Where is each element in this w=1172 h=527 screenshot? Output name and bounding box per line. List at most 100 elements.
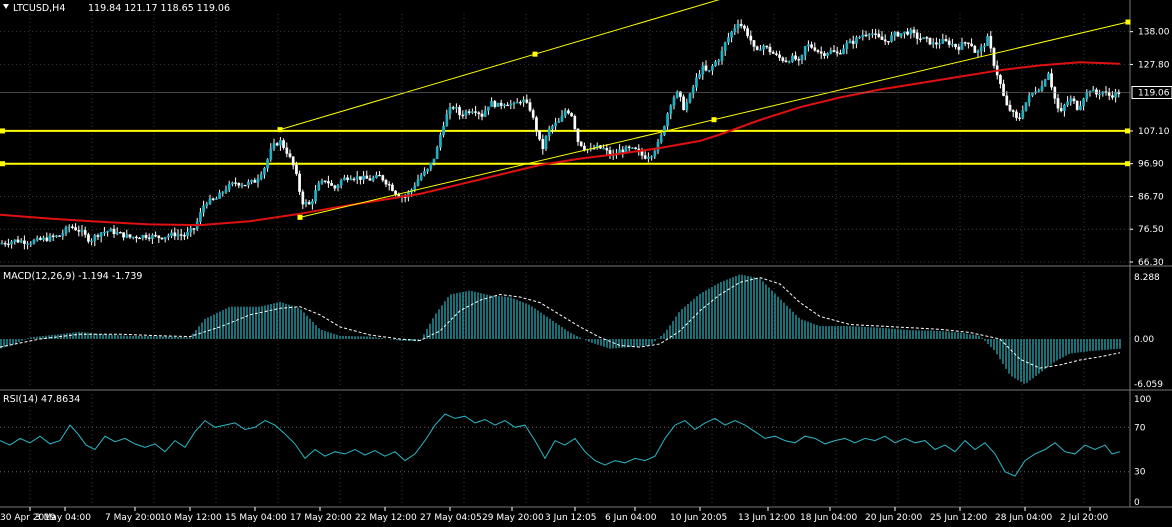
candle-body (247, 181, 250, 186)
candle-body (688, 93, 692, 103)
candle-body (291, 156, 295, 166)
candle-body (1114, 91, 1117, 98)
moving-average-series (0, 61, 1121, 227)
candle-body (781, 57, 785, 61)
moving-average-line (0, 61, 1121, 227)
macd-panel[interactable] (0, 274, 1121, 384)
candle-body (288, 153, 292, 157)
candle-body (887, 41, 890, 43)
price-axis: 138.00 127.80 107.10 96.90 86.70 76.50 66.30 11… (0, 28, 1172, 508)
candle-body (263, 168, 266, 175)
candle-body (935, 42, 938, 45)
candle-body (1066, 101, 1069, 106)
candle-body (343, 177, 346, 181)
candle-body (45, 237, 49, 241)
candle-body (560, 115, 564, 122)
candle-body (179, 234, 183, 236)
candle-body (269, 148, 273, 160)
candle-body (915, 32, 919, 39)
candle-body (295, 165, 298, 175)
price-tick-label: 138.00 (1138, 28, 1170, 38)
candle-body (317, 183, 321, 191)
candle-body (115, 232, 119, 235)
candle-body (931, 42, 935, 45)
candle-body (941, 39, 945, 44)
price-panel[interactable] (0, 0, 1131, 250)
candle-body (125, 234, 129, 238)
rsi-panel[interactable] (0, 413, 1130, 477)
candle-body (970, 43, 973, 47)
candle-body (787, 61, 791, 63)
candle-body (346, 177, 349, 180)
candle-body (144, 235, 148, 238)
candle-body (567, 110, 570, 114)
candle-body (259, 174, 263, 179)
time-tick-label: 28 Jun 04:00 (995, 513, 1052, 523)
candle-body (442, 126, 445, 136)
candle-body (1069, 98, 1073, 102)
time-tick-label: 30 Apr 2019 (0, 513, 56, 523)
candle-body (944, 39, 948, 42)
candle-body (986, 36, 989, 47)
candle-body (759, 49, 762, 51)
candle-body (391, 184, 394, 192)
candle-body (499, 102, 503, 106)
candle-body (749, 35, 753, 41)
candle-body (461, 114, 465, 117)
trend-lines[interactable] (277, 0, 1131, 220)
candle-body (647, 156, 650, 159)
candle-body (467, 111, 471, 113)
candle-body (106, 231, 109, 233)
candle-body (896, 32, 900, 37)
candle-body (656, 141, 660, 152)
candle-body (67, 226, 71, 228)
dropdown-arrow-icon[interactable] (3, 4, 9, 9)
candle-body (16, 239, 20, 243)
candle-body (858, 36, 861, 39)
candle-body (298, 173, 301, 192)
candle-body (160, 237, 164, 240)
candle-body (848, 40, 852, 44)
candle-body (861, 34, 865, 38)
candle-body (775, 53, 778, 55)
candle-body (583, 145, 586, 150)
price-tick-label: 107.10 (1138, 127, 1170, 137)
candle-body (755, 46, 759, 50)
candle-body (1101, 91, 1105, 95)
horizontal-levels[interactable] (0, 128, 1130, 167)
candle-body (202, 205, 205, 213)
candle-body (173, 232, 177, 237)
candle-body (55, 235, 58, 237)
candle-body (218, 192, 221, 199)
candle-body (739, 23, 743, 27)
candle-body (957, 46, 961, 50)
time-tick-label: 6 Jun 04:00 (605, 513, 657, 523)
candle-body (682, 96, 685, 111)
candle-body (208, 198, 212, 205)
candle-body (285, 147, 289, 154)
candle-body (563, 110, 567, 117)
candle-body (535, 117, 538, 131)
candle-body (829, 50, 833, 54)
candle-body (362, 175, 365, 180)
candle-body (429, 162, 433, 170)
time-tick-label: 17 May 20:00 (290, 513, 352, 523)
candle-body (1072, 98, 1076, 102)
candle-body (509, 103, 513, 106)
candlestick-series[interactable] (0, 19, 1121, 250)
symbol-label: LTCUSD,H4 (13, 3, 65, 14)
candle-body (64, 227, 68, 234)
candle-body (58, 235, 61, 237)
candle-body (320, 180, 324, 184)
candle-body (394, 190, 397, 195)
candle-body (413, 185, 417, 190)
candle-body (842, 48, 845, 54)
candle-body (723, 42, 727, 52)
candle-body (768, 46, 772, 53)
candle-body (48, 235, 52, 241)
candle-body (1095, 89, 1098, 95)
candle-body (784, 60, 788, 62)
candle-body (487, 106, 490, 111)
candle-body (506, 104, 509, 107)
